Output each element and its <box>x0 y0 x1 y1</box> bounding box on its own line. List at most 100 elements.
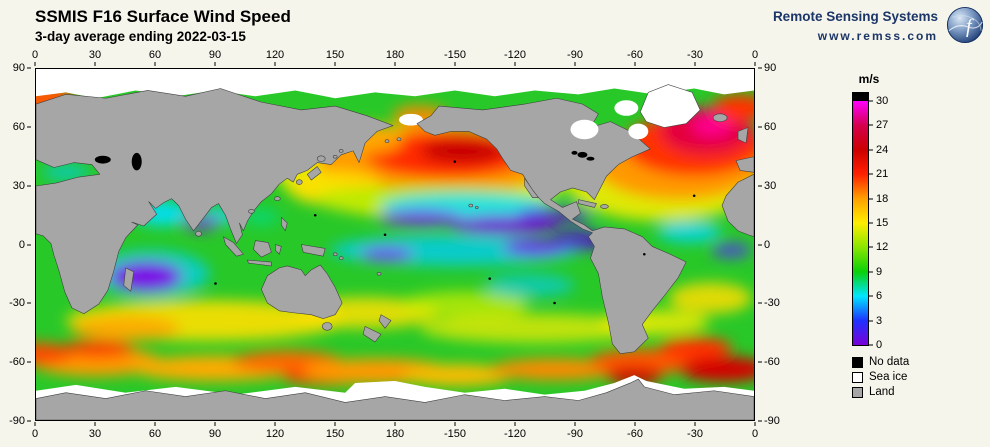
colorbar-tick-label: 30 <box>876 95 889 107</box>
wind-speed-map <box>35 68 755 421</box>
lon-tick-mark <box>274 422 276 426</box>
colorbar-tick-label: 12 <box>876 241 889 254</box>
lon-tick-label: -150 <box>443 428 467 440</box>
lat-tick-mark <box>27 126 31 128</box>
lon-tick-label: 60 <box>148 428 162 440</box>
key-swatch-no-data <box>852 356 863 368</box>
brand-name: Remote Sensing Systems <box>772 9 938 24</box>
colorbar-tick-mark <box>869 344 873 346</box>
lat-tick-label: -90 <box>764 415 780 427</box>
lon-tick-label: 30 <box>88 428 102 440</box>
colorbar-tick-label: 18 <box>876 192 889 205</box>
lon-tick-mark <box>694 62 696 66</box>
lon-tick-mark <box>694 422 696 426</box>
lon-tick-label: 120 <box>265 49 285 61</box>
lon-tick-mark <box>574 62 576 66</box>
lon-tick-mark <box>754 62 756 66</box>
key-label: No data <box>869 356 910 368</box>
colorbar-unit-label: m/s <box>858 72 880 86</box>
lat-tick-mark <box>758 361 762 363</box>
lon-tick-label: 0 <box>751 49 759 61</box>
brand-url[interactable]: www.remss.com <box>817 29 938 43</box>
lon-tick-label: -90 <box>567 49 583 61</box>
lon-tick-mark <box>634 422 636 426</box>
colorbar-tick-label: 15 <box>876 217 889 229</box>
lat-tick-mark <box>758 302 762 304</box>
lon-tick-mark <box>514 422 516 426</box>
colorbar-tick-label: 24 <box>876 143 889 156</box>
lon-tick-mark <box>454 422 456 426</box>
colorbar-tick-mark <box>869 271 873 273</box>
world-wind-map-svg <box>36 69 754 420</box>
colorbar <box>852 92 869 346</box>
lon-tick-label: -60 <box>627 49 643 61</box>
lon-tick-mark <box>274 62 276 66</box>
lon-tick-mark <box>94 422 96 426</box>
lat-tick-mark <box>27 302 31 304</box>
colorbar-tick-mark <box>869 173 873 175</box>
lat-tick-mark <box>758 244 762 245</box>
lon-tick-mark <box>574 422 576 426</box>
lon-tick-mark <box>394 422 396 426</box>
colorbar-tick-label: 21 <box>876 168 889 181</box>
lat-tick-label: 60 <box>764 120 777 133</box>
brand-text: Remote Sensing Systems www.remss.com <box>773 9 938 43</box>
map-key: No data Sea ice Land <box>852 356 909 401</box>
lat-tick-label: 0 <box>18 238 25 251</box>
branding: Remote Sensing Systems www.remss.com f <box>773 6 984 44</box>
lat-tick-label: 0 <box>764 238 771 251</box>
lat-tick-label: 90 <box>12 62 25 74</box>
lat-tick-mark <box>758 420 762 422</box>
lat-tick-label: 30 <box>764 179 777 192</box>
lon-tick-mark <box>514 62 516 66</box>
lat-tick-mark <box>758 67 762 69</box>
lat-tick-mark <box>758 185 762 187</box>
no-data-layer <box>94 150 696 305</box>
key-row-no-data: No data <box>852 356 909 368</box>
lat-tick-label: -60 <box>9 356 25 369</box>
colorbar-tick-label: 0 <box>876 339 883 351</box>
lat-tick-mark <box>27 185 31 187</box>
longitude-axis-bottom: 0 30 60 90 120 150 180 -150 -120 -90 -60 -30 0 <box>32 422 758 442</box>
lon-tick-mark <box>634 62 636 66</box>
lon-tick-mark <box>94 62 96 66</box>
latitude-axis-right: 90 60 30 0 -30 -60 -90 <box>757 62 787 427</box>
lon-tick-mark <box>154 62 156 66</box>
lon-tick-mark <box>214 422 216 426</box>
lat-tick-label: 30 <box>12 179 25 192</box>
ice-overlay-layer <box>570 84 701 140</box>
colorbar-gradient <box>853 101 868 345</box>
lon-tick-mark <box>214 62 216 66</box>
lat-tick-label: -60 <box>764 356 780 369</box>
lon-tick-mark <box>34 62 36 66</box>
lon-tick-label: 180 <box>385 428 405 440</box>
lon-tick-label: 120 <box>265 428 285 440</box>
lat-tick-mark <box>27 67 31 69</box>
lon-tick-label: 0 <box>31 49 39 61</box>
colorbar-tick-label: 27 <box>876 119 889 132</box>
lon-tick-label: -60 <box>627 428 643 440</box>
lat-tick-label: -30 <box>764 297 780 310</box>
longitude-axis-top: 0 30 60 90 120 150 180 -150 -120 -90 -60 -30 0 <box>31 47 759 67</box>
colorbar-tick-mark <box>869 100 873 102</box>
colorbar-tick-label: 6 <box>876 290 883 303</box>
latitude-axis-left: 90 60 30 0 -30 -60 -90 <box>2 62 32 427</box>
key-row-land: Land <box>852 386 909 398</box>
lon-tick-label: 30 <box>88 49 102 61</box>
lat-tick-label: -90 <box>9 415 25 427</box>
page-title: SSMIS F16 Surface Wind Speed <box>35 7 291 26</box>
key-label: Sea ice <box>869 371 908 383</box>
svg-text:f: f <box>966 16 974 38</box>
lon-tick-label: 60 <box>148 49 162 61</box>
lat-tick-label: 90 <box>764 62 777 74</box>
lon-tick-label: -120 <box>503 428 527 440</box>
key-swatch-sea-ice <box>852 371 863 383</box>
lon-tick-label: 90 <box>208 428 222 440</box>
lon-tick-label: 150 <box>325 49 345 61</box>
colorbar-tick-label: 9 <box>876 265 883 278</box>
land-layer <box>36 88 754 420</box>
lat-tick-mark <box>27 244 31 245</box>
lat-tick-mark <box>27 361 31 363</box>
lon-tick-label: -30 <box>687 428 703 440</box>
